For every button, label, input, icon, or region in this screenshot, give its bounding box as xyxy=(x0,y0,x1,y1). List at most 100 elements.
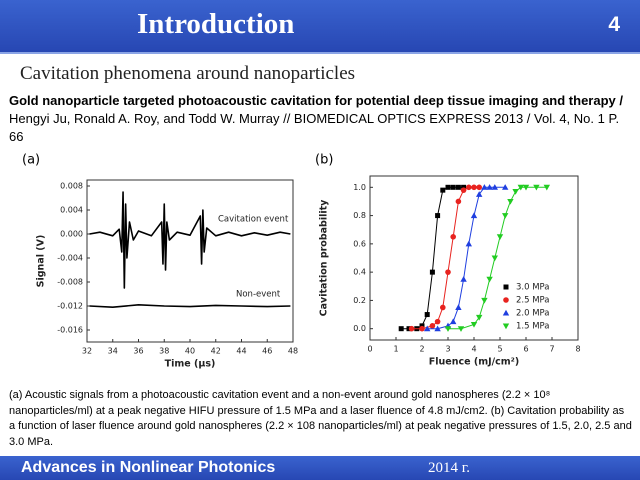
legend-marker xyxy=(503,297,509,303)
trace-label: Non-event xyxy=(236,290,281,300)
marker xyxy=(429,269,435,275)
y-tick-label: 0.008 xyxy=(60,182,83,191)
citation-title: Gold nanoparticle targeted photoacoustic… xyxy=(9,93,623,108)
citation: Gold nanoparticle targeted photoacoustic… xyxy=(9,92,633,146)
footer-bar: Advances in Nonlinear Photonics 2014 г. xyxy=(0,456,640,480)
marker xyxy=(522,184,530,191)
legend-label: 2.5 MPa xyxy=(516,296,550,306)
marker xyxy=(457,326,465,332)
marker xyxy=(496,234,504,240)
legend-marker xyxy=(502,309,510,316)
marker xyxy=(455,198,462,205)
marker xyxy=(424,325,431,332)
x-tick-label: 7 xyxy=(549,345,554,354)
x-tick-label: 1 xyxy=(393,345,398,354)
marker xyxy=(502,213,509,219)
y-tick-label: 0.004 xyxy=(60,206,83,215)
marker xyxy=(455,304,462,310)
marker xyxy=(440,304,446,311)
panel-label: (a) xyxy=(22,153,40,168)
x-tick-label: 42 xyxy=(211,347,221,356)
marker xyxy=(481,297,488,304)
marker xyxy=(460,276,467,282)
marker xyxy=(450,184,456,190)
marker xyxy=(491,184,498,190)
y-tick-label: 0.6 xyxy=(353,239,366,248)
marker xyxy=(445,269,451,275)
x-tick-label: 3 xyxy=(445,345,450,354)
legend-label: 2.0 MPa xyxy=(516,309,550,319)
signal-trace xyxy=(89,304,291,308)
marker xyxy=(470,212,478,219)
x-tick-label: 8 xyxy=(575,345,580,354)
x-axis-label: Time (μs) xyxy=(165,359,216,370)
x-tick-label: 46 xyxy=(262,347,272,356)
x-tick-label: 0 xyxy=(367,345,372,354)
marker xyxy=(543,184,550,191)
legend-label: 3.0 MPa xyxy=(516,283,550,293)
x-tick-label: 6 xyxy=(523,345,528,354)
x-tick-label: 34 xyxy=(108,347,118,356)
marker xyxy=(502,184,509,190)
legend-marker xyxy=(502,323,510,330)
caption: (a) Acoustic signals from a photoacousti… xyxy=(9,389,632,448)
y-tick-label: 0.8 xyxy=(353,211,366,220)
marker xyxy=(398,326,404,332)
x-tick-label: 44 xyxy=(236,347,246,356)
panel-label: (b) xyxy=(315,153,333,168)
signal-trace xyxy=(89,191,291,289)
plot-frame xyxy=(86,179,294,343)
legend-marker xyxy=(503,284,509,290)
marker xyxy=(434,318,441,325)
marker xyxy=(435,213,441,219)
marker xyxy=(512,189,519,195)
marker xyxy=(450,318,457,325)
marker xyxy=(476,191,483,197)
marker xyxy=(466,184,472,191)
marker xyxy=(408,325,415,332)
y-tick-label: 1.0 xyxy=(353,183,366,192)
x-tick-label: 40 xyxy=(185,347,195,356)
marker xyxy=(465,240,472,247)
x-tick-label: 36 xyxy=(133,347,143,356)
x-tick-label: 2 xyxy=(419,345,424,354)
marker xyxy=(444,326,452,332)
x-tick-label: 5 xyxy=(497,345,502,354)
y-tick-label: 0.000 xyxy=(60,230,83,239)
marker xyxy=(470,321,478,328)
page-number: 4 xyxy=(608,13,620,36)
marker xyxy=(486,184,493,190)
y-tick-label: 0.4 xyxy=(353,268,366,277)
header-bar: Introduction 4 xyxy=(0,0,640,54)
y-tick-label: -0.012 xyxy=(57,302,83,311)
y-axis-label: Cavitation probability xyxy=(319,199,330,317)
journal: Advances in Nonlinear Photonics xyxy=(21,459,276,476)
marker xyxy=(419,323,425,329)
subtitle: Cavitation phenomena around nanoparticle… xyxy=(20,63,356,84)
marker xyxy=(533,184,540,191)
legend-label: 1.5 MPa xyxy=(516,322,550,332)
marker xyxy=(476,184,483,191)
y-tick-label: -0.004 xyxy=(57,254,83,263)
marker xyxy=(491,255,498,262)
trace-label: Cavitation event xyxy=(218,215,289,225)
figure: (a)32 34 36 38 40 42 44 46 480.0080.0040.000-0.0… xyxy=(22,153,581,370)
marker xyxy=(507,198,514,205)
x-axis-label: Fluence (mJ/cm²) xyxy=(429,357,519,368)
fit-curve xyxy=(448,186,547,330)
marker xyxy=(419,325,425,332)
marker xyxy=(460,187,467,193)
marker xyxy=(440,187,446,193)
citation-details: Hengyi Ju, Ronald A. Roy, and Todd W. Mu… xyxy=(9,111,620,144)
y-tick-label: -0.016 xyxy=(57,326,83,335)
marker xyxy=(455,184,461,190)
marker xyxy=(434,325,441,332)
y-tick-label: 0.2 xyxy=(353,296,366,305)
y-tick-label: -0.008 xyxy=(57,278,83,287)
x-tick-label: 38 xyxy=(159,347,169,356)
marker xyxy=(445,184,451,190)
marker xyxy=(424,312,430,318)
marker xyxy=(450,233,457,240)
marker xyxy=(471,184,477,191)
